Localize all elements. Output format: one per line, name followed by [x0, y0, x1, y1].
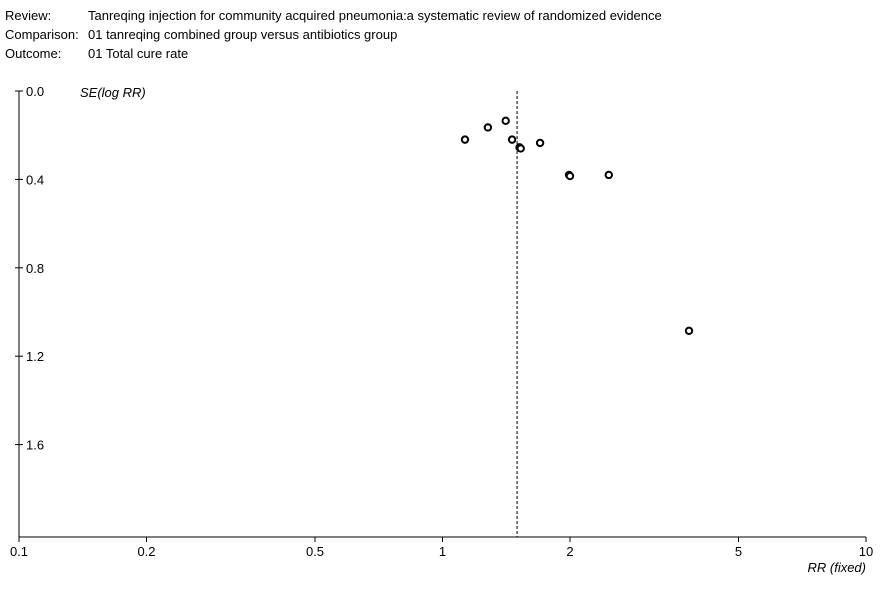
- comparison-label: Comparison:: [5, 27, 79, 42]
- study-points: [460, 116, 694, 335]
- x-tick-label: 2: [566, 544, 573, 559]
- comparison-row: Comparison: 01 tanreqing combined group v…: [5, 25, 662, 44]
- y-tick-label: 0.4: [26, 172, 44, 187]
- study-point: [565, 171, 575, 181]
- plot-axes: [15, 90, 867, 542]
- y-tick-label: 0.8: [26, 261, 44, 276]
- study-point: [535, 138, 545, 148]
- y-tick-label: 0.0: [26, 84, 44, 99]
- outcome-value: 01 Total cure rate: [88, 46, 189, 61]
- review-header: Review: Tanreqing injection for community…: [5, 6, 662, 63]
- x-tick-label: 0.1: [10, 544, 28, 559]
- study-point: [483, 123, 493, 132]
- study-point: [501, 116, 510, 126]
- x-tick-label: 5: [735, 544, 742, 559]
- x-tick-label: 0.2: [137, 544, 155, 559]
- study-point: [516, 144, 525, 153]
- review-label: Review:: [5, 8, 52, 23]
- review-row: Review: Tanreqing injection for community…: [5, 6, 662, 25]
- x-tick-label: 10: [859, 544, 873, 559]
- x-tick-label: 1: [439, 544, 446, 559]
- study-point: [460, 135, 470, 144]
- comparison-value: 01 tanreqing combined group versus antib…: [88, 27, 398, 42]
- axis-labels: 0.0 0.4 0.8 1.2 1.6 0.1 0.2 0.5 1 2 5 10 SE(log RR) R…: [10, 84, 873, 575]
- outcome-label: Outcome:: [5, 46, 62, 61]
- y-tick-label: 1.6: [26, 438, 44, 453]
- x-axis-title: RR (fixed): [807, 560, 866, 575]
- y-tick-label: 1.2: [26, 349, 44, 364]
- study-point: [684, 326, 694, 335]
- y-axis-title: SE(log RR): [80, 85, 146, 100]
- review-title: Tanreqing injection for community acquir…: [88, 8, 662, 23]
- outcome-row: Outcome: 01 Total cure rate: [5, 44, 662, 63]
- study-point: [604, 170, 614, 180]
- study-point: [507, 135, 517, 144]
- x-tick-label: 0.5: [306, 544, 324, 559]
